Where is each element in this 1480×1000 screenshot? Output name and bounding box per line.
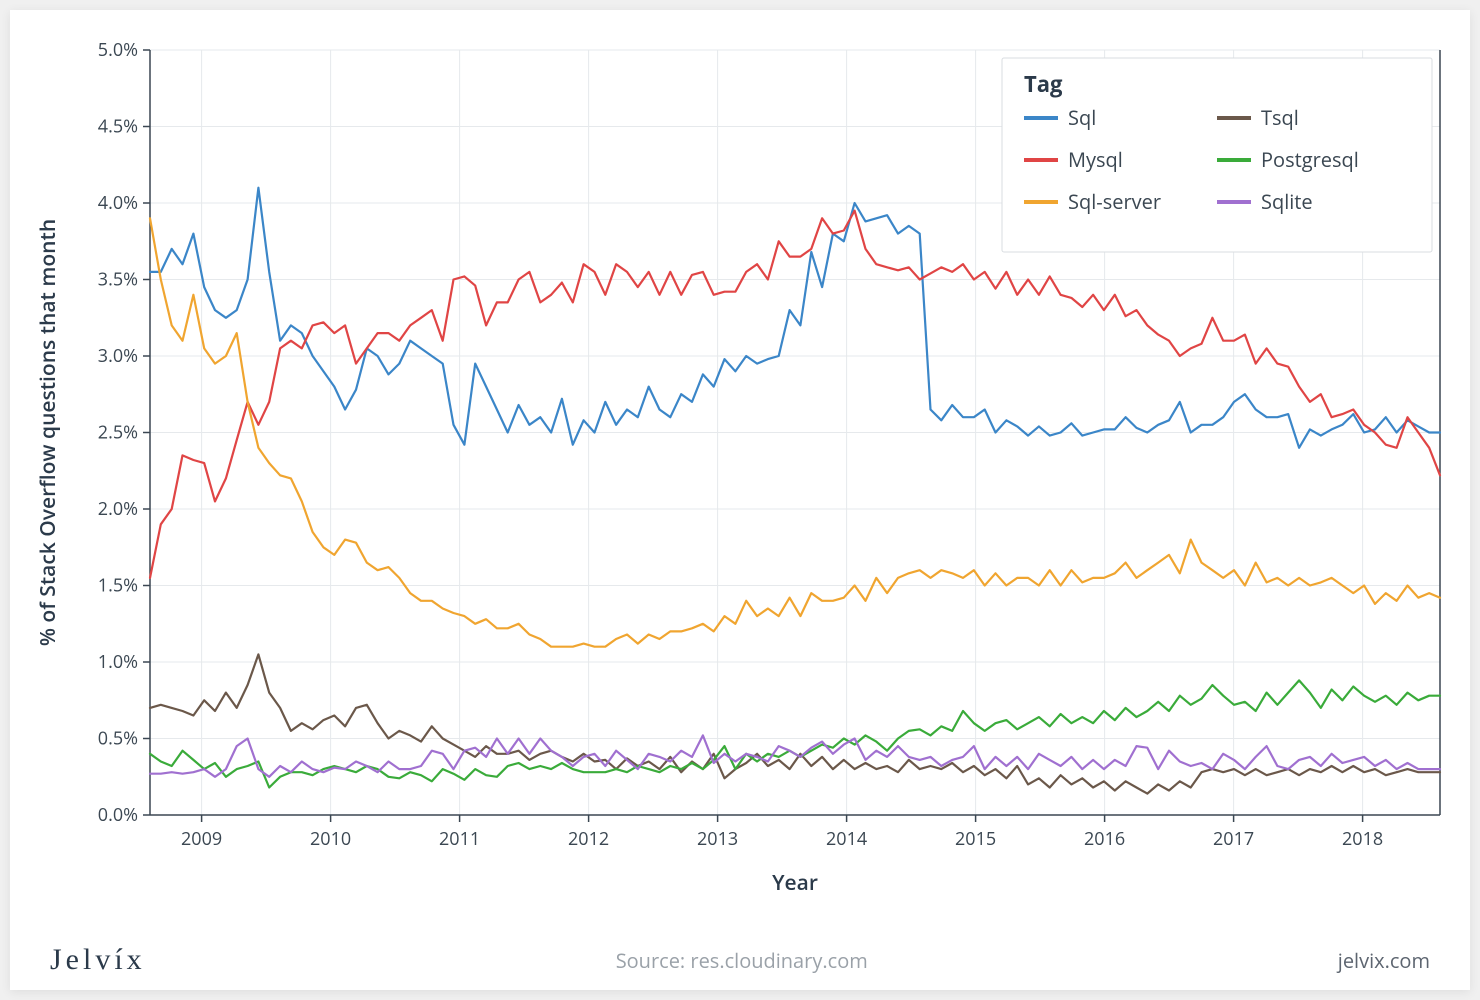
chart-container: 0.0% 0.5% 1.0% 1.5% 2.0% 2.5% 3.0% 3.5% 4.0% 4.5%… [10,10,1470,930]
svg-text:5.0%: 5.0% [98,38,138,62]
svg-text:0.5%: 0.5% [98,727,138,751]
chart-card: 0.0% 0.5% 1.0% 1.5% 2.0% 2.5% 3.0% 3.5% 4.0% 4.5%… [10,10,1470,990]
svg-text:2016: 2016 [1084,827,1125,851]
svg-text:2013: 2013 [697,827,738,851]
svg-text:3.5%: 3.5% [98,268,138,292]
series-sqlite [150,735,1440,776]
legend-label: Mysql [1068,146,1123,173]
y-axis-label: % of Stack Overflow questions that month [34,219,62,646]
series-tsql [150,654,1440,793]
svg-text:2012: 2012 [568,827,609,851]
legend-label: Sql [1068,104,1096,131]
x-axis-label: Year [772,869,818,897]
svg-text:1.0%: 1.0% [98,650,138,674]
legend-label: Sqlite [1261,188,1313,215]
site-link[interactable]: jelvix.com [1338,947,1430,974]
svg-text:2010: 2010 [310,827,351,851]
legend-label: Tsql [1261,104,1299,131]
svg-text:2.5%: 2.5% [98,421,138,445]
brand-logo: Jelvíx [50,943,146,977]
footer: Jelvíx Source: res.cloudinary.com jelvix… [10,930,1470,990]
svg-text:3.0%: 3.0% [98,344,138,368]
svg-text:2015: 2015 [955,827,996,851]
line-chart: 0.0% 0.5% 1.0% 1.5% 2.0% 2.5% 3.0% 3.5% 4.0% 4.5%… [10,10,1470,930]
svg-text:2014: 2014 [826,827,867,851]
legend: TagSql Mysql Sql-server Tsql Postgresql Sqlit… [1002,58,1432,252]
svg-text:1.5%: 1.5% [98,574,138,598]
legend-label: Postgresql [1261,146,1359,173]
svg-text:4.5%: 4.5% [98,115,138,139]
svg-text:0.0%: 0.0% [98,803,138,827]
svg-text:2018: 2018 [1342,827,1383,851]
svg-text:2009: 2009 [181,827,222,851]
series-mysql [150,211,1440,578]
legend-title: Tag [1024,69,1063,99]
series-postgresql [150,680,1440,787]
svg-text:2011: 2011 [439,827,480,851]
svg-text:4.0%: 4.0% [98,191,138,215]
svg-text:2.0%: 2.0% [98,497,138,521]
legend-label: Sql-server [1068,188,1161,215]
svg-text:2017: 2017 [1213,827,1254,851]
source-text: Source: res.cloudinary.com [616,947,868,974]
